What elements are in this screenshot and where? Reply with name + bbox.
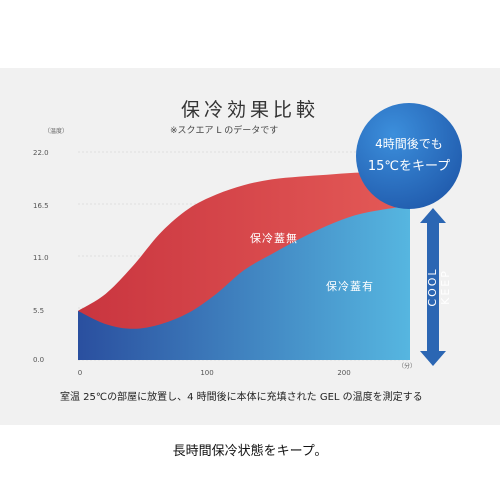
x-axis-label: （分） xyxy=(398,363,417,370)
cool-keep-label: COOL KEEP xyxy=(426,267,452,307)
x-tick-label: 200 xyxy=(337,369,351,377)
series-area-with-lid xyxy=(78,205,410,360)
chart-title: 保冷効果比較 xyxy=(180,99,319,121)
y-tick-label: 11.0 xyxy=(33,254,49,262)
x-tick-label: 100 xyxy=(200,369,214,377)
bubble-line-1: 4時間後でも xyxy=(375,137,443,151)
chart-plot-area xyxy=(78,151,410,361)
highlight-bubble: 4時間後でも 15℃をキープ xyxy=(356,103,462,209)
y-tick-label: 5.5 xyxy=(33,307,45,315)
footer-text: 長時間保冷状態をキープ。 xyxy=(172,444,328,459)
y-axis-label: （温度） xyxy=(44,128,69,135)
y-tick-label: 16.5 xyxy=(33,202,49,210)
chart-caption: 室温 25℃の部屋に放置し、4 時間後に本体に充填された GEL の温度を測定す… xyxy=(60,392,423,403)
bubble-line-2: 15℃をキープ xyxy=(367,159,451,174)
chart-subtitle: ※スクエア L のデータです xyxy=(170,126,279,136)
y-tick-label: 0.0 xyxy=(33,356,45,364)
series-label-no-lid: 保冷蓋無 xyxy=(250,232,298,245)
x-tick-label: 0 xyxy=(77,369,83,377)
chart-panel: 保冷効果比較 ※スクエア L のデータです （温度） （分） 22.0 16.5… xyxy=(0,68,500,425)
series-label-with-lid: 保冷蓋有 xyxy=(326,280,374,293)
y-tick-label: 22.0 xyxy=(33,149,49,157)
